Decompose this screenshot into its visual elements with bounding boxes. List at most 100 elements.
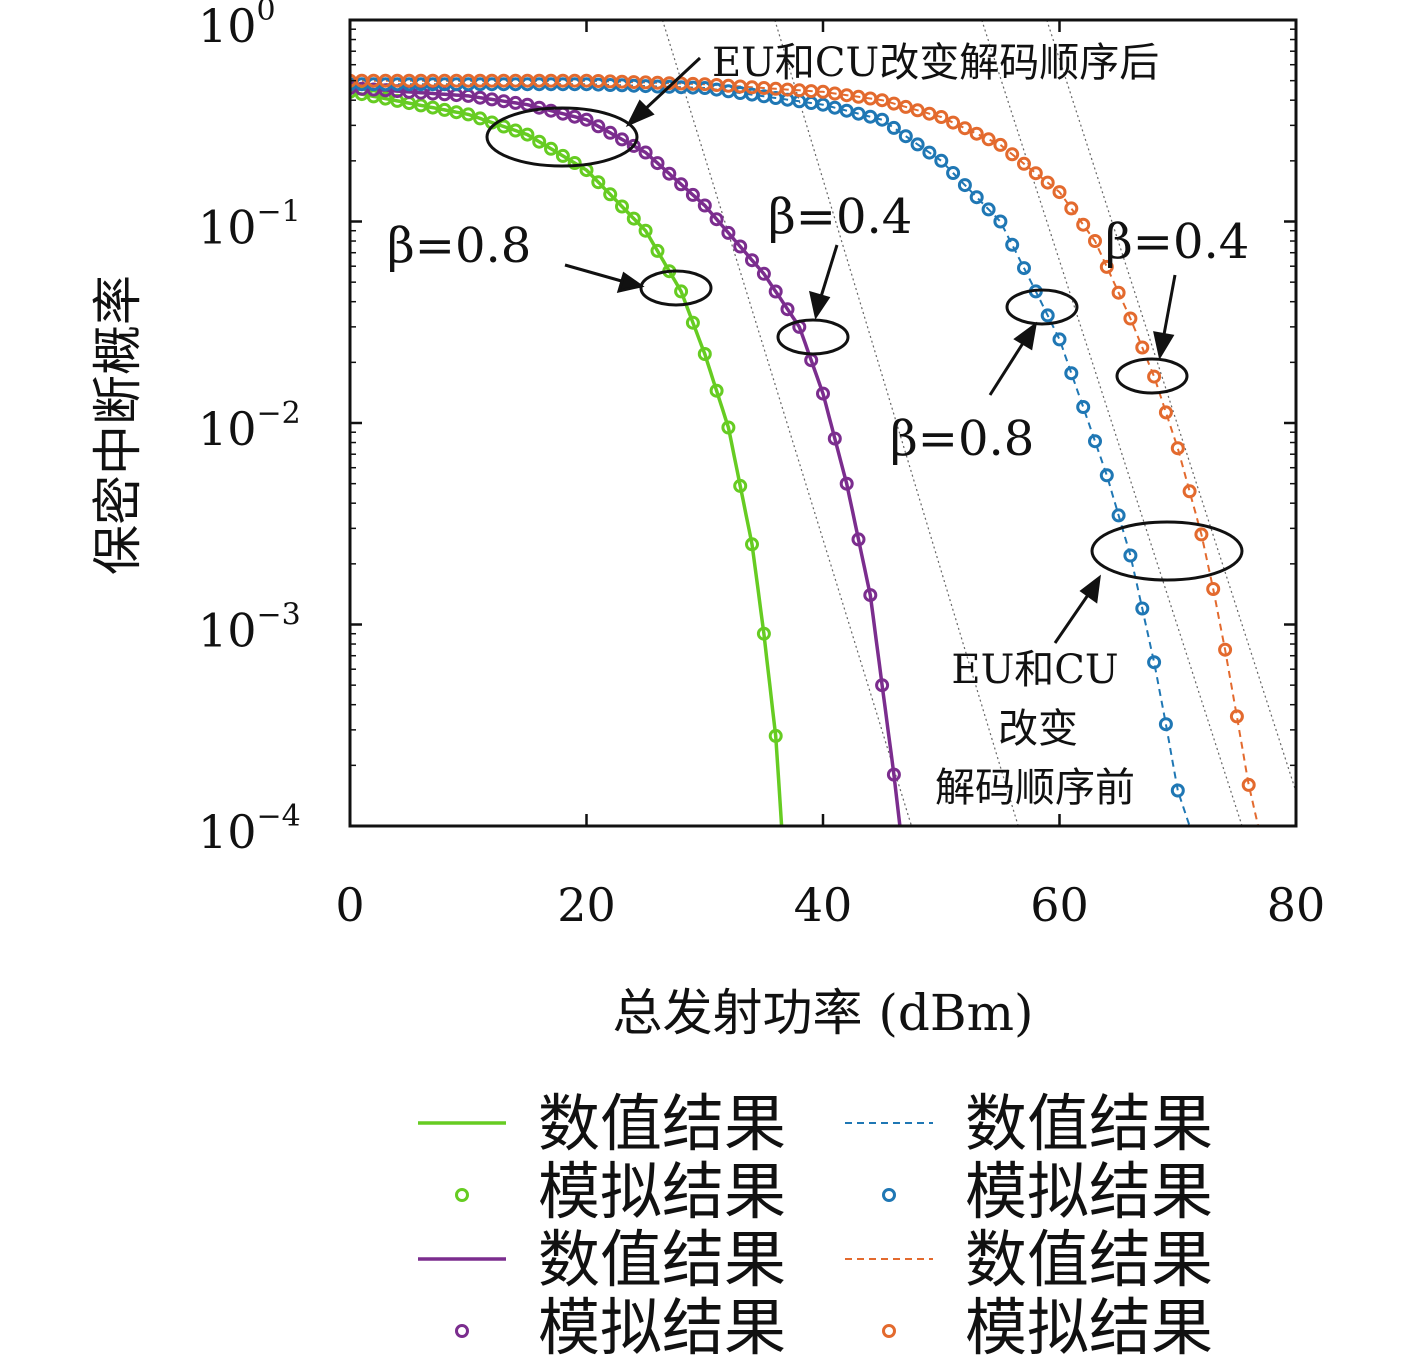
- marker-orange: [1229, 709, 1244, 724]
- marker-purple: [579, 112, 594, 127]
- marker-blue: [1005, 237, 1020, 252]
- marker-purple: [638, 145, 653, 160]
- marker-green: [756, 626, 771, 641]
- marker-orange: [981, 132, 996, 147]
- x-tick-label: 0: [335, 878, 364, 932]
- marker-purple: [650, 156, 665, 171]
- annotation-beta-orange: β=0.4: [1105, 214, 1249, 270]
- marker-purple: [851, 532, 866, 547]
- legend-label: 数值结果: [538, 1087, 786, 1160]
- marker-green: [615, 199, 629, 214]
- series-line-purple: [350, 86, 902, 826]
- marker-green: [544, 141, 558, 156]
- marker-blue: [1135, 601, 1150, 616]
- marker-orange: [1135, 340, 1150, 355]
- marker-purple: [875, 678, 890, 693]
- marker-orange: [934, 110, 949, 124]
- marker-green: [603, 187, 618, 202]
- marker-orange: [1017, 156, 1031, 171]
- y-tick-label: 10−1: [198, 195, 301, 255]
- legend-label: 数值结果: [538, 1223, 786, 1296]
- annotation-before-order-line2: 改变: [998, 706, 1078, 752]
- marker-orange: [1170, 441, 1185, 456]
- x-tick-label: 60: [1030, 878, 1089, 932]
- marker-green: [674, 284, 689, 299]
- marker-blue: [969, 190, 984, 205]
- guide-line-1: [774, 20, 1019, 826]
- marker-green: [697, 347, 712, 361]
- ellipse-purple-beta: [776, 318, 850, 356]
- marker-purple: [839, 476, 854, 491]
- marker-blue: [993, 214, 1008, 229]
- marker-green: [626, 211, 641, 226]
- marker-blue: [957, 178, 972, 193]
- marker-orange: [1052, 185, 1067, 200]
- marker-orange: [1040, 175, 1055, 190]
- marker-green: [555, 148, 570, 163]
- marker-orange: [1099, 259, 1114, 274]
- marker-orange: [1147, 369, 1162, 384]
- guide-line-3: [1046, 20, 1296, 794]
- marker-green: [520, 127, 535, 142]
- marker-green: [709, 383, 724, 398]
- annotation-beta-blue: β=0.8: [890, 411, 1034, 467]
- marker-green: [768, 728, 783, 743]
- marker-orange: [1076, 217, 1091, 232]
- marker-blue: [1099, 468, 1114, 483]
- legend-label: 模拟结果: [538, 1291, 786, 1364]
- annotation-before-order-line1: EU和CU: [951, 647, 1118, 693]
- marker-green: [508, 123, 523, 138]
- legend-swatch-marker-blue: [882, 1188, 896, 1202]
- marker-purple: [863, 588, 878, 603]
- marker-blue: [1170, 783, 1185, 798]
- marker-orange: [1241, 777, 1256, 792]
- marker-blue: [1158, 717, 1173, 732]
- legend-label: 数值结果: [965, 1223, 1213, 1296]
- marker-blue: [1064, 366, 1079, 381]
- legend-swatch-marker-orange: [882, 1324, 896, 1338]
- marker-purple: [615, 132, 629, 147]
- marker-blue: [1123, 548, 1138, 563]
- marker-blue: [827, 100, 842, 115]
- marker-purple: [662, 166, 677, 181]
- marker-blue: [1040, 308, 1055, 323]
- marker-blue: [1147, 655, 1162, 670]
- axis-ticks: 0 20 40 60 80 100 10−1 10−2 10−3 10−4: [198, 0, 1325, 932]
- marker-blue: [886, 120, 901, 135]
- marker-green: [638, 223, 653, 238]
- legend-label: 模拟结果: [538, 1155, 786, 1228]
- marker-purple: [709, 212, 724, 227]
- marker-orange: [957, 121, 972, 136]
- marker-blue: [934, 153, 949, 168]
- annotation-after-order: EU和CU改变解码顺序后: [712, 40, 1159, 86]
- series-line-green: [350, 90, 784, 826]
- series-markers: [350, 73, 1256, 798]
- marker-orange: [1182, 484, 1197, 499]
- marker-green: [532, 134, 547, 149]
- marker-green: [685, 315, 700, 330]
- legend-swatch-marker-green: [455, 1188, 469, 1202]
- marker-orange: [1158, 405, 1173, 420]
- marker-orange: [993, 137, 1008, 152]
- marker-purple: [697, 198, 712, 213]
- guide-lines: [661, 20, 1296, 826]
- marker-purple: [816, 386, 830, 401]
- marker-purple: [768, 284, 783, 299]
- marker-purple: [674, 177, 689, 192]
- x-tick-label: 80: [1267, 878, 1326, 932]
- marker-purple: [756, 266, 771, 281]
- marker-blue: [1017, 261, 1031, 276]
- annotation-arrows: [564, 56, 1177, 644]
- marker-purple: [603, 125, 618, 140]
- annotation-beta-green: β=0.8: [387, 218, 531, 274]
- legend-label: 模拟结果: [965, 1291, 1213, 1364]
- marker-orange: [886, 96, 901, 111]
- ellipse-after-order: [485, 106, 639, 168]
- y-tick-label: 100: [198, 0, 276, 53]
- marker-purple: [626, 138, 641, 153]
- marker-green: [496, 119, 511, 134]
- x-axis-title: 总发射功率 (dBm): [612, 984, 1033, 1042]
- y-tick-label: 10−3: [198, 598, 301, 658]
